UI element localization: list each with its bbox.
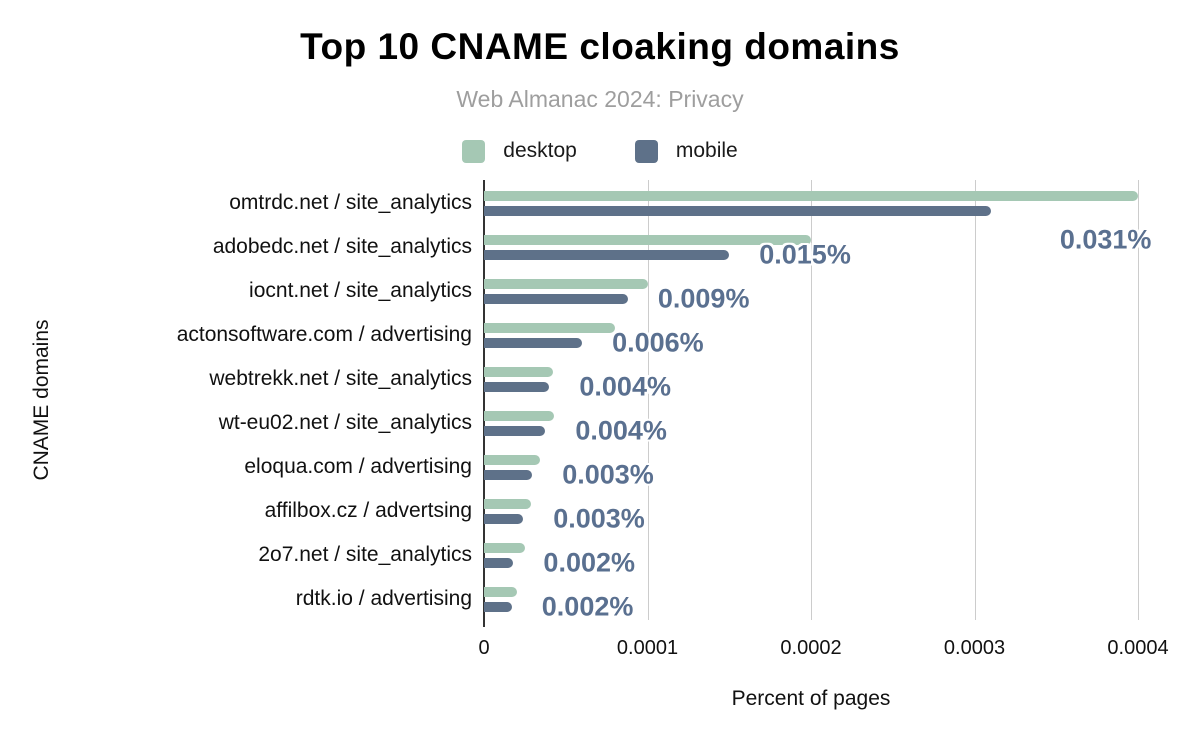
value-annotation: 0.015% — [759, 239, 851, 270]
category-label: iocnt.net / site_analytics — [249, 279, 472, 302]
gridline-0.0002 — [811, 180, 812, 620]
x-tick-label: 0.0003 — [943, 637, 1006, 659]
category-label: adobedc.net / site_analytics — [212, 235, 472, 258]
desktop-bar[interactable] — [484, 455, 540, 465]
desktop-bar[interactable] — [484, 499, 532, 509]
legend: desktop mobile — [0, 139, 1200, 163]
desktop-bar[interactable] — [484, 323, 615, 333]
chart-subtitle: Web Almanac 2024: Privacy — [456, 86, 744, 112]
x-axis-title: Percent of pages — [731, 687, 891, 710]
x-tick-label: 0 — [478, 637, 490, 659]
x-tick-label: 0.0001 — [616, 637, 679, 659]
chart-row: 0.031% — [484, 180, 1151, 255]
mobile-bar[interactable] — [484, 514, 524, 524]
value-annotation: 0.002% — [543, 547, 635, 578]
chart-row: 0.009% — [484, 268, 1138, 314]
desktop-bar[interactable] — [484, 235, 811, 245]
desktop-bar[interactable] — [484, 279, 648, 289]
category-label: actonsoftware.com / advertising — [176, 323, 472, 346]
chart-row: 0.004% — [484, 356, 1138, 402]
desktop-bar[interactable] — [484, 411, 555, 421]
legend-label-mobile: mobile — [675, 139, 738, 162]
x-tick-label: 0.0002 — [780, 637, 842, 659]
chart-row: 0.002% — [484, 576, 1138, 622]
chart-row: 0.003% — [484, 444, 1138, 490]
gridline-0.0003 — [974, 180, 976, 620]
desktop-bar[interactable] — [484, 191, 1138, 201]
category-label: 2o7.net / site_analytics — [258, 543, 472, 566]
mobile-bar[interactable] — [484, 250, 730, 260]
mobile-bar[interactable] — [484, 294, 628, 304]
chart-row: 0.004% — [484, 400, 1138, 446]
category-label: webtrekk.net / site_analytics — [209, 367, 472, 390]
mobile-bar[interactable] — [484, 470, 533, 480]
category-label: wt-eu02.net / site_analytics — [218, 411, 472, 434]
mobile-bar[interactable] — [484, 338, 583, 348]
legend-item-desktop: desktop — [462, 139, 577, 163]
mobile-bar[interactable] — [484, 206, 991, 216]
mobile-bar[interactable] — [484, 426, 546, 436]
chart-row: 0.003% — [484, 488, 1138, 534]
gridline-0.0001 — [647, 180, 649, 620]
mobile-bar[interactable] — [484, 602, 512, 612]
value-annotation: 0.009% — [657, 283, 750, 314]
value-annotation: 0.004% — [575, 415, 667, 446]
chart-title: Top 10 CNAME cloaking domains — [300, 26, 900, 67]
value-annotation: 0.003% — [562, 459, 654, 490]
gridline-0.0004 — [1138, 180, 1139, 620]
legend-item-mobile: mobile — [634, 139, 738, 163]
desktop-bar[interactable] — [484, 543, 525, 553]
desktop-bar[interactable] — [484, 367, 553, 377]
category-label: omtrdc.net / site_analytics — [229, 191, 472, 214]
mobile-bar[interactable] — [484, 382, 550, 392]
y-axis-baseline — [483, 180, 485, 627]
mobile-bar[interactable] — [484, 558, 514, 568]
mobile-legend-swatch-icon — [634, 139, 658, 163]
value-annotation: 0.006% — [612, 327, 704, 358]
chart-row: 0.006% — [484, 312, 1138, 358]
value-annotation: 0.031% — [1059, 224, 1152, 255]
x-tick-label: 0.0004 — [1107, 637, 1169, 659]
category-label: eloqua.com / advertising — [244, 455, 472, 478]
category-label: affilbox.cz / advertsing — [264, 499, 472, 522]
desktop-bar[interactable] — [484, 587, 517, 597]
legend-label-desktop: desktop — [503, 139, 577, 162]
value-annotation: 0.002% — [541, 591, 634, 622]
plot-area: 0.031% 0.015% 0.009% 0.006% 0.004% 0.004% 0.00… — [483, 180, 1151, 627]
desktop-legend-swatch-icon — [462, 139, 486, 163]
chart-row: 0.015% — [484, 224, 1138, 270]
value-annotation: 0.004% — [579, 371, 671, 402]
chart-row: 0.002% — [484, 532, 1138, 578]
category-label: rdtk.io / advertising — [295, 587, 472, 610]
value-annotation: 0.003% — [553, 503, 645, 534]
